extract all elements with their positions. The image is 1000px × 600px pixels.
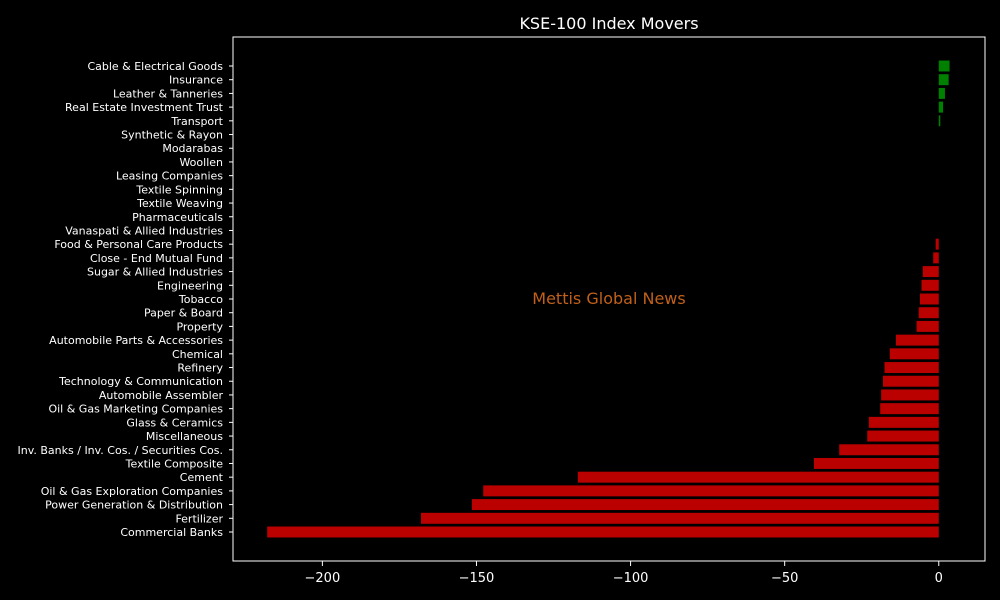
category-label: Cement (180, 471, 224, 484)
bar-22 (884, 362, 939, 374)
bar-32 (471, 499, 939, 511)
category-label: Cable & Electrical Goods (87, 60, 223, 73)
bar-28 (839, 444, 939, 456)
category-label: Insurance (169, 74, 223, 87)
bar-31 (483, 485, 939, 497)
category-label: Textile Composite (125, 457, 224, 470)
category-label: Fertilizer (175, 512, 223, 525)
bar-16 (921, 279, 939, 291)
category-label: Power Generation & Distribution (45, 499, 223, 512)
category-label: Automobile Parts & Accessories (49, 334, 223, 347)
category-label: Engineering (157, 279, 223, 292)
category-label: Leather & Tanneries (113, 87, 223, 100)
bar-19 (916, 320, 939, 332)
x-tick-label: −200 (305, 571, 341, 586)
bar-3 (938, 101, 944, 113)
category-label: Property (176, 320, 223, 333)
category-label: Pharmaceuticals (132, 211, 223, 224)
category-label: Commercial Banks (120, 526, 223, 539)
category-label: Synthetic & Rayon (121, 129, 223, 142)
category-label: Automobile Assembler (99, 389, 224, 402)
category-label: Textile Spinning (135, 183, 223, 196)
category-label: Oil & Gas Exploration Companies (41, 485, 224, 498)
category-label: Sugar & Allied Industries (87, 266, 223, 279)
x-tick-label: 0 (935, 571, 943, 586)
category-label: Miscellaneous (146, 430, 223, 443)
plot-frame (232, 36, 986, 562)
bar-30 (577, 471, 939, 483)
bar-33 (421, 512, 939, 524)
category-label: Transport (170, 115, 223, 128)
bar-2 (938, 87, 945, 99)
bar-24 (881, 389, 939, 401)
category-label: Oil & Gas Marketing Companies (48, 403, 223, 416)
x-tick-label: −150 (459, 571, 495, 586)
category-label: Vanaspati & Allied Industries (65, 224, 223, 237)
bar-15 (922, 266, 939, 278)
category-label: Chemical (172, 348, 223, 361)
bar-20 (895, 334, 939, 346)
bar-23 (882, 375, 939, 387)
category-label: Glass & Ceramics (126, 416, 223, 429)
bar-21 (889, 348, 939, 360)
x-ticks-group: −200 −150 −100 −50 0 (305, 561, 943, 586)
category-label: Close - End Mutual Fund (90, 252, 223, 265)
category-label: Modarabas (162, 142, 223, 155)
x-tick-label: −100 (613, 571, 649, 586)
bars-group (267, 60, 950, 538)
bar-26 (868, 416, 939, 428)
category-label: Technology & Communication (58, 375, 223, 388)
category-label: Food & Personal Care Products (54, 238, 223, 251)
bar-4 (938, 115, 941, 127)
category-labels-group: Cable & Electrical GoodsInsuranceLeather… (18, 60, 233, 539)
category-label: Inv. Banks / Inv. Cos. / Securities Cos. (18, 444, 223, 457)
category-label: Tobacco (178, 293, 223, 306)
category-label: Real Estate Investment Trust (65, 101, 224, 114)
bar-34 (267, 526, 939, 538)
category-label: Woollen (179, 156, 223, 169)
bar-17 (919, 293, 939, 305)
chart-title: KSE-100 Index Movers (519, 14, 698, 33)
category-label: Leasing Companies (116, 170, 223, 183)
bar-14 (933, 252, 939, 264)
watermark-text: Mettis Global News (532, 289, 685, 308)
category-label: Refinery (177, 362, 223, 375)
bar-29 (813, 457, 939, 469)
bar-13 (935, 238, 939, 250)
bar-27 (867, 430, 939, 442)
bar-25 (880, 403, 939, 415)
category-label: Textile Weaving (136, 197, 223, 210)
bar-0 (938, 60, 950, 72)
x-tick-label: −50 (771, 571, 798, 586)
bar-18 (918, 307, 939, 319)
category-label: Paper & Board (144, 307, 223, 320)
bar-1 (938, 74, 949, 86)
